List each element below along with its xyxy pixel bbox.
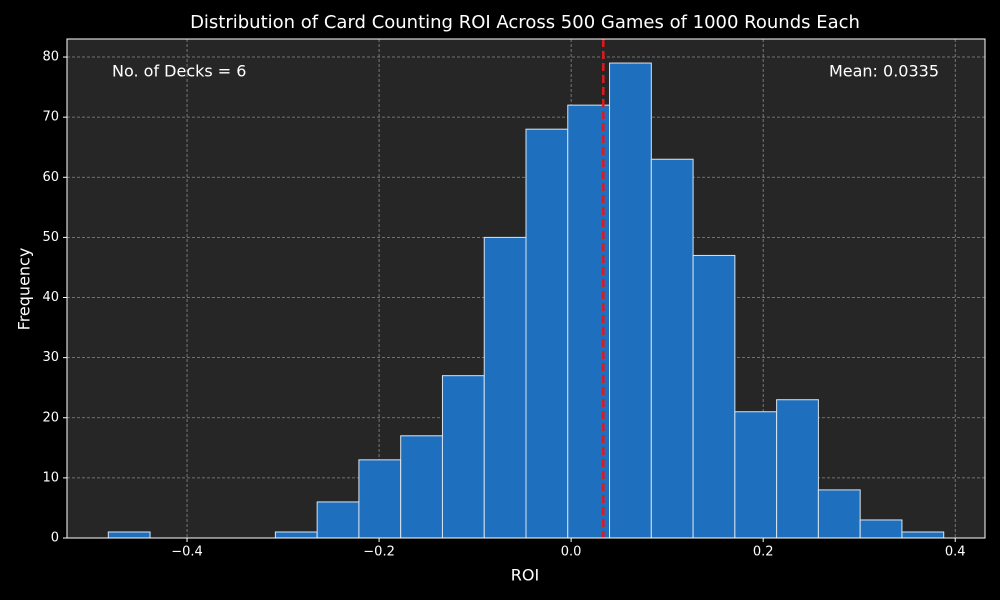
bar [525, 128, 569, 539]
x-tick-label: 0.4 [945, 545, 966, 560]
y-tick-label: 10 [42, 470, 59, 485]
bar [901, 531, 945, 539]
x-tick-label: −0.4 [171, 545, 203, 560]
bar [817, 489, 861, 539]
y-tick-label: 0 [51, 531, 59, 546]
y-axis-label: Frequency [15, 248, 34, 331]
bar [859, 519, 903, 539]
y-tick-label: 40 [42, 290, 59, 305]
x-tick-label: 0.2 [753, 545, 774, 560]
plot-frame [66, 38, 986, 539]
x-axis-label: ROI [511, 566, 539, 585]
y-tick-label: 60 [42, 170, 59, 185]
bar [400, 435, 443, 539]
y-tick-label: 80 [42, 50, 59, 65]
x-tick-label: 0.0 [561, 545, 582, 560]
annotation: Mean: 0.0335 [829, 62, 939, 81]
bar [107, 531, 151, 539]
y-tick-label: 20 [42, 410, 59, 425]
y-tick-label: 50 [42, 230, 59, 245]
bar [650, 158, 694, 539]
bar [776, 399, 819, 539]
annotation: No. of Decks = 6 [112, 62, 246, 81]
bar [734, 411, 778, 539]
bar [358, 459, 402, 539]
chart-title: Distribution of Card Counting ROI Across… [190, 12, 860, 33]
x-tick-label: −0.2 [363, 545, 395, 560]
bar [274, 531, 318, 539]
bar [316, 501, 360, 539]
y-tick-label: 30 [42, 350, 59, 365]
bar [692, 254, 736, 539]
y-tick-label: 70 [42, 110, 59, 125]
bar [483, 236, 527, 539]
bar [441, 375, 485, 539]
bar [609, 62, 652, 539]
